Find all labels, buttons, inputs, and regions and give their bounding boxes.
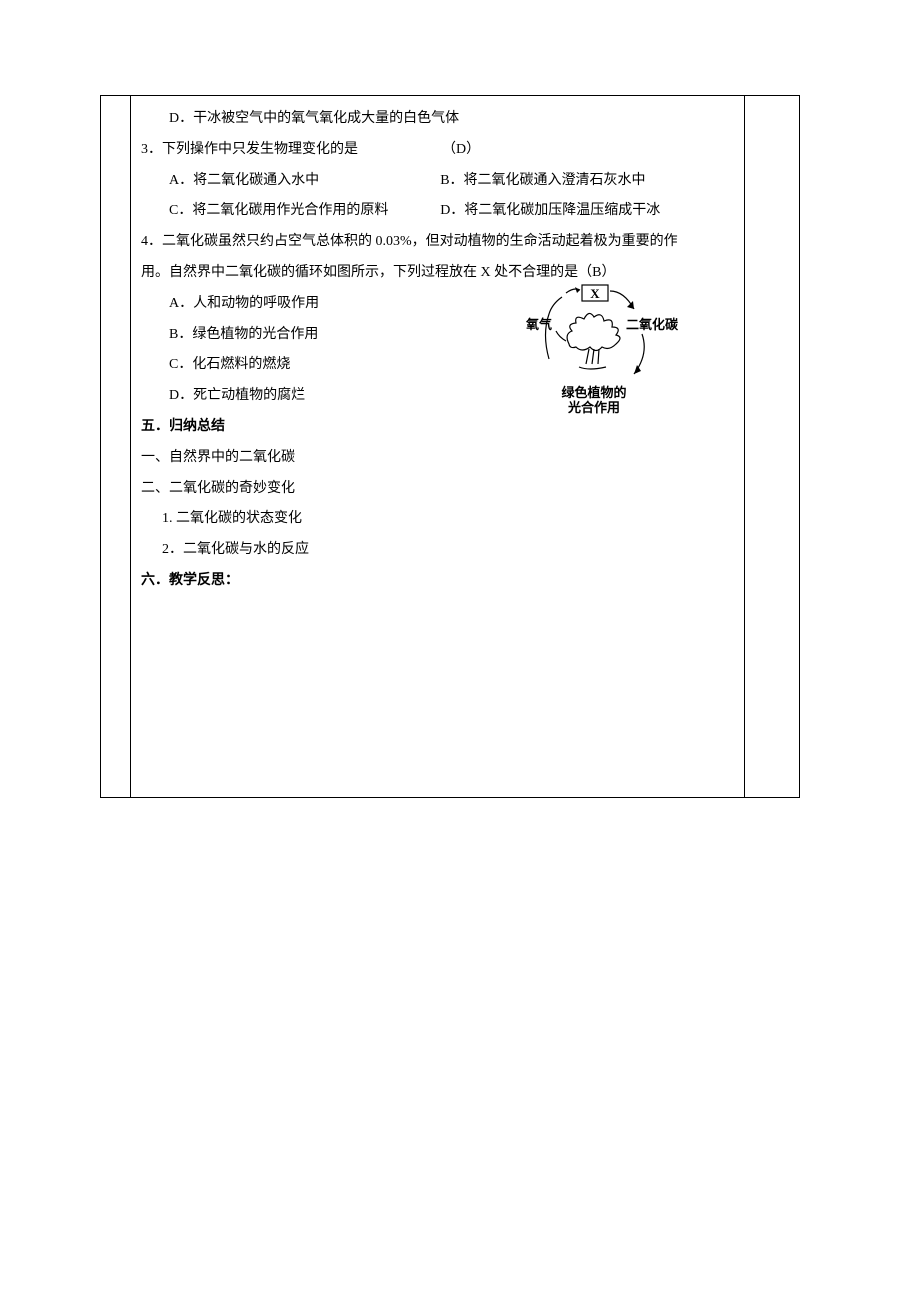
q3-opt-a: A．将二氧化碳通入水中 [169, 166, 440, 197]
q4-opt-c: C．化石燃料的燃烧 [141, 350, 467, 381]
q3-stem: 3．下列操作中只发生物理变化的是 [141, 142, 358, 157]
q4-opt-a: A．人和动物的呼吸作用 [141, 289, 467, 320]
q3-options-row2: C．将二氧化碳用作光合作用的原料D．将二氧化碳加压降温压缩成干冰 [141, 196, 734, 227]
left-column [101, 96, 131, 798]
q3-answer: （D） [442, 142, 480, 157]
section5-item2: 二、二氧化碳的奇妙变化 [141, 474, 734, 505]
q4-opt-b: B．绿色植物的光合作用 [141, 320, 467, 351]
diagram-x-label: X [590, 286, 600, 301]
q4-options: A．人和动物的呼吸作用 B．绿色植物的光合作用 C．化石燃料的燃烧 D．死亡动植… [141, 289, 467, 412]
q3-opt-d: D．将二氧化碳加压降温压缩成干冰 [440, 196, 711, 227]
document-table: D．干冰被空气中的氧气氧化成大量的白色气体 3．下列操作中只发生物理变化的是 （D… [100, 95, 800, 798]
section6-title: 六．教学反思： [141, 566, 734, 597]
section5-sub2: 2．二氧化碳与水的反应 [141, 535, 734, 566]
co2-cycle-diagram: X 氧气 二氧化碳 [494, 279, 694, 429]
section5-item1: 一、自然界中的二氧化碳 [141, 443, 734, 474]
q3-opt-c: C．将二氧化碳用作光合作用的原料 [169, 196, 440, 227]
diagram-bottom-label2: 光合作用 [567, 400, 620, 415]
right-column [745, 96, 800, 798]
q4-opt-d: D．死亡动植物的腐烂 [141, 381, 467, 412]
q4-stem-line1: 4．二氧化碳虽然只约占空气总体积的 0.03%，但对动植物的生命活动起着极为重要… [141, 227, 734, 258]
q3-opt-b: B．将二氧化碳通入澄清石灰水中 [440, 166, 711, 197]
q3-stem-line: 3．下列操作中只发生物理变化的是 （D） [141, 135, 734, 166]
section5-sub1: 1. 二氧化碳的状态变化 [141, 504, 734, 535]
diagram-bottom-label1: 绿色植物的 [561, 385, 626, 400]
q2-option-d: D．干冰被空气中的氧气氧化成大量的白色气体 [141, 104, 734, 135]
diagram-container: X 氧气 二氧化碳 [141, 289, 734, 412]
diagram-right-label: 二氧化碳 [626, 317, 679, 332]
main-column: D．干冰被空气中的氧气氧化成大量的白色气体 3．下列操作中只发生物理变化的是 （D… [131, 96, 745, 798]
q3-options-row1: A．将二氧化碳通入水中B．将二氧化碳通入澄清石灰水中 [141, 166, 734, 197]
